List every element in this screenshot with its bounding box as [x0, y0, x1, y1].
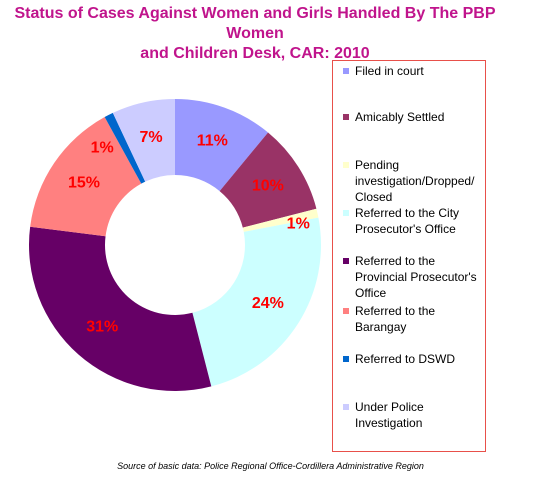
chart-title: Status of Cases Against Women and Girls …: [0, 4, 510, 64]
data-label-under-police-investigation: 7%: [139, 129, 162, 146]
data-label-referred-to-dswd: 1%: [91, 140, 114, 157]
legend-swatch: [343, 404, 349, 410]
chart-legend: Filed in court Amicably Settled Pending in…: [332, 60, 486, 452]
data-label-referred-to-the-barangay: 15%: [68, 174, 100, 191]
legend-swatch: [343, 210, 349, 216]
chart-title-line-1: Status of Cases Against Women and Girls …: [14, 5, 496, 42]
chart-title-line-2: and Children Desk, CAR: 2010: [140, 45, 370, 62]
legend-label: Under Police Investigation: [355, 400, 424, 430]
legend-swatch: [343, 68, 349, 74]
data-label-pending-investigation-dropped-closed: 1%: [287, 215, 310, 232]
data-label-referred-to-the-city-prosecutor-s-office: 24%: [252, 295, 284, 312]
legend-swatch: [343, 356, 349, 362]
legend-swatch: [343, 258, 349, 264]
slice-referred-to-dswd: [104, 112, 146, 184]
legend-label: Referred to DSWD: [355, 352, 456, 366]
legend-label: Pending investigation/Dropped/ Closed: [355, 158, 475, 204]
legend-swatch: [343, 308, 349, 314]
donut-slices: [28, 99, 321, 391]
slice-pending-investigation-dropped-closed: [242, 208, 319, 232]
legend-label: Referred to the Barangay: [355, 304, 436, 334]
legend-label: Amicably Settled: [355, 110, 445, 124]
data-label-filed-in-court: 11%: [197, 133, 228, 150]
legend-label: Referred to the City Prosecutor's Office: [355, 206, 460, 236]
legend-swatch: [343, 162, 349, 168]
legend-swatch: [343, 114, 349, 120]
source-note: Source of basic data: Police Regional Of…: [117, 461, 424, 471]
donut-data-labels: 11% 10% 1% 24% 31% 15% 1% 7%: [68, 129, 310, 336]
slice-referred-to-the-provincial-prosecutor-s-office: [28, 226, 212, 391]
legend-label: Referred to the Provincial Prosecutor's …: [355, 254, 477, 300]
slice-referred-to-the-barangay: [30, 117, 142, 237]
slice-under-police-investigation: [112, 99, 175, 182]
data-label-referred-to-the-provincial-prosecutor-s-office: 31%: [86, 319, 118, 336]
data-label-amicably-settled: 10%: [252, 177, 284, 194]
slice-amicably-settled: [219, 132, 317, 228]
donut-chart: 11% 10% 1% 24% 31% 15% 1% 7%: [28, 99, 321, 391]
legend-label: Filed in court: [355, 64, 424, 78]
slice-filed-in-court: [175, 99, 269, 192]
slice-referred-to-the-city-prosecutor-s-office: [192, 217, 321, 387]
